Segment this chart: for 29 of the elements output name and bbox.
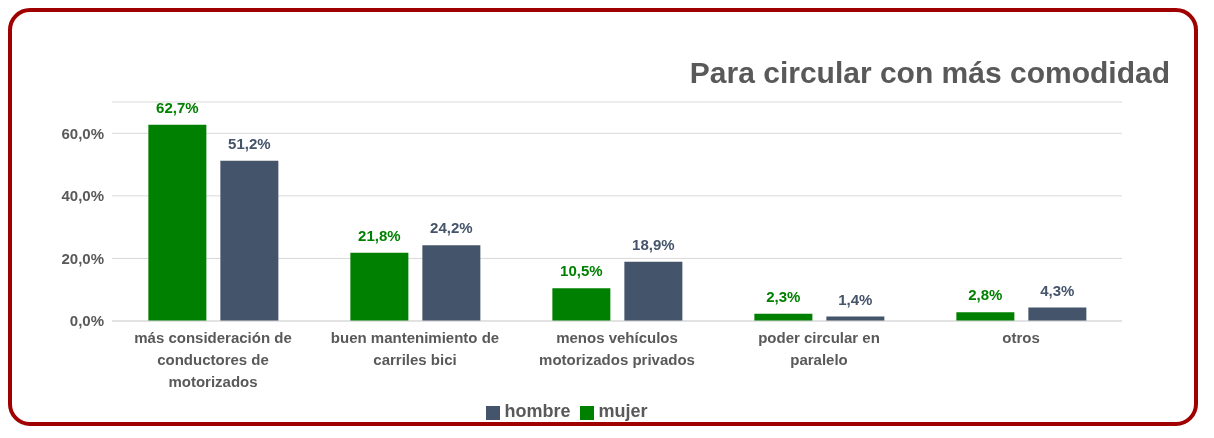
data-label: 2,3% bbox=[766, 287, 801, 305]
data-label: 21,8% bbox=[358, 226, 401, 244]
data-label: 2,8% bbox=[968, 286, 1003, 304]
data-label: 18,9% bbox=[632, 235, 675, 253]
data-label: 24,2% bbox=[430, 219, 473, 237]
x-tick-label: más consideración de conductores de motorizados bbox=[134, 329, 292, 390]
x-tick-label: menos vehículos motorizados privados bbox=[539, 329, 695, 368]
data-label: 1,4% bbox=[838, 290, 873, 308]
x-tick-label: otros bbox=[1002, 329, 1040, 346]
data-label: 10,5% bbox=[560, 262, 603, 280]
bar bbox=[148, 124, 207, 321]
bar bbox=[956, 312, 1015, 321]
y-tick-label: 60,0% bbox=[61, 124, 104, 142]
data-label: 51,2% bbox=[228, 134, 271, 152]
bar bbox=[220, 160, 279, 321]
bar bbox=[624, 261, 683, 321]
bar bbox=[552, 288, 611, 321]
data-label: 4,3% bbox=[1040, 281, 1075, 299]
bar bbox=[350, 252, 409, 321]
x-tick-label: poder circular en paralelo bbox=[758, 329, 880, 368]
y-tick-label: 40,0% bbox=[61, 187, 104, 205]
legend-label: hombre bbox=[504, 401, 571, 421]
chart-title: Para circular con más comodidad bbox=[689, 56, 1170, 90]
legend-label: mujer bbox=[598, 401, 648, 421]
y-tick-label: 20,0% bbox=[61, 249, 104, 267]
y-tick-label: 0,0% bbox=[69, 312, 104, 330]
bar bbox=[422, 245, 481, 321]
x-tick-label: buen mantenimiento de carriles bici bbox=[330, 329, 500, 368]
data-label: 62,7% bbox=[156, 98, 199, 116]
